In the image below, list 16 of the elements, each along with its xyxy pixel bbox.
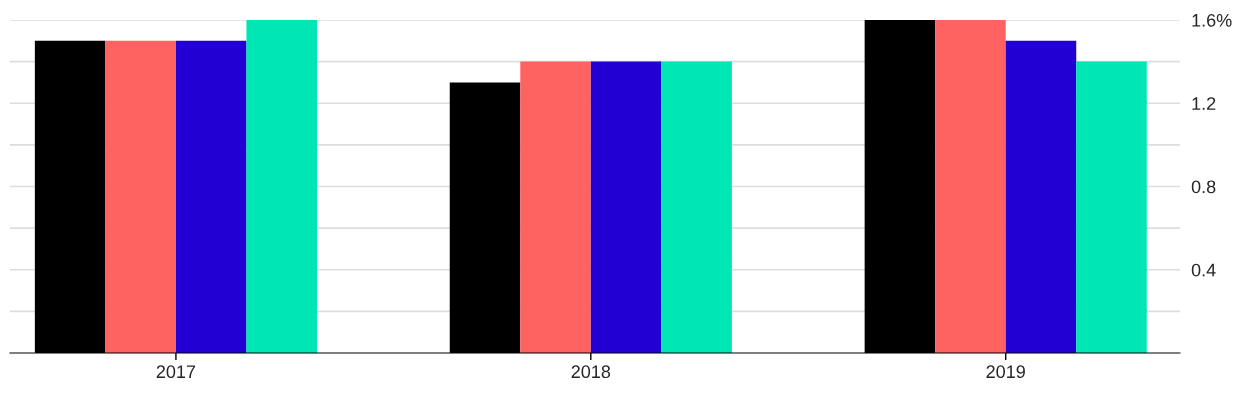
y-tick-label: 0.4 (1191, 263, 1216, 277)
bar (935, 20, 1006, 353)
bar (520, 61, 591, 353)
x-tick-label: 2017 (156, 365, 196, 379)
bar (105, 40, 176, 353)
bar (1076, 61, 1147, 353)
y-tick-label: 0.8 (1191, 180, 1216, 194)
y-tick-label: 1.2 (1192, 97, 1216, 110)
bar (661, 61, 732, 353)
bar (1005, 40, 1077, 353)
bar (590, 61, 662, 353)
bar (246, 20, 317, 353)
y-tick-label: 1.6% (1192, 13, 1232, 27)
x-tick-label: 2018 (571, 365, 611, 379)
bar (175, 40, 247, 353)
x-tick-label: 2019 (986, 365, 1025, 379)
